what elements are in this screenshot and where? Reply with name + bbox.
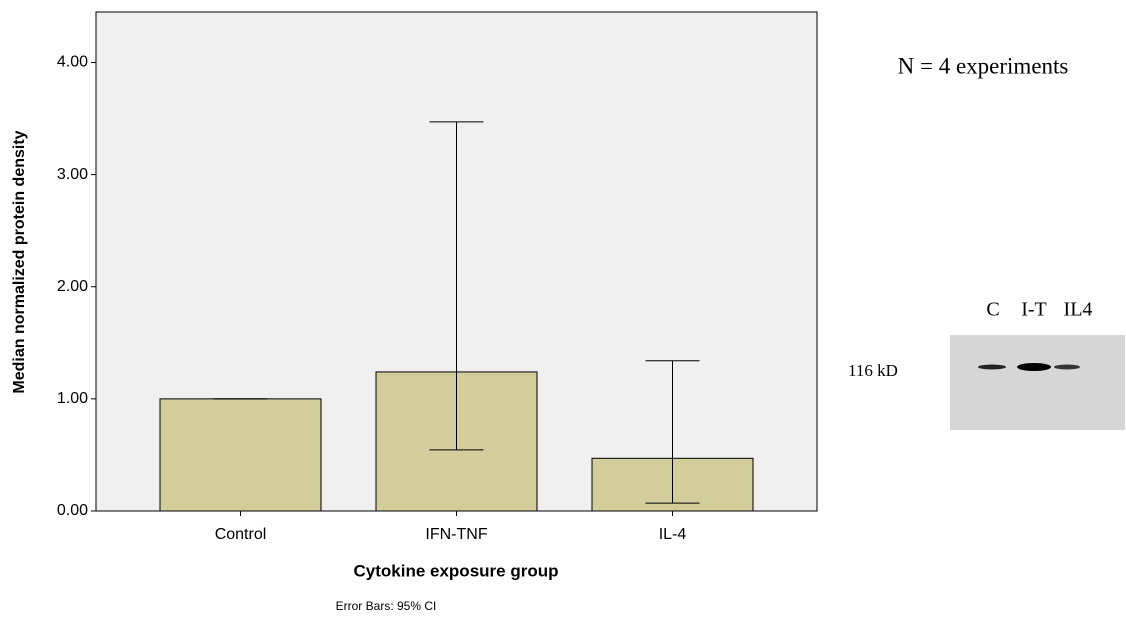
x-axis-title: Cytokine exposure group [354, 561, 559, 580]
chart: Cytokine exposure group Median normalize… [0, 0, 1126, 620]
blot-lane-label: C [986, 299, 999, 321]
bar [160, 399, 321, 511]
y-axis-title: Median normalized protein density [11, 130, 28, 393]
y-tick-label: 1.00 [57, 390, 88, 407]
x-tick-label: IL-4 [659, 526, 687, 543]
blot-image [950, 335, 1125, 430]
x-tick-label: IFN-TNF [425, 526, 487, 543]
blot-lane-label: IL4 [1064, 299, 1093, 321]
blot-band [1054, 365, 1080, 370]
blot-band [978, 365, 1006, 370]
blot-lane-label: I-T [1021, 299, 1047, 321]
y-tick-label: 4.00 [57, 54, 88, 71]
annotation: N = 4 experiments [898, 53, 1069, 78]
y-tick-label: 0.00 [57, 502, 88, 519]
x-tick-label: Control [215, 526, 267, 543]
blot-band [1017, 363, 1051, 371]
y-tick-label: 2.00 [57, 278, 88, 295]
blot-marker: 116 kD [848, 361, 898, 380]
y-tick-label: 3.00 [57, 166, 88, 183]
error-note: Error Bars: 95% CI [336, 599, 437, 613]
